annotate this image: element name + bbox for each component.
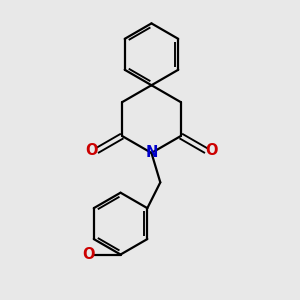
Text: O: O: [82, 247, 94, 262]
Text: O: O: [85, 143, 98, 158]
Text: N: N: [145, 146, 158, 160]
Text: O: O: [205, 143, 218, 158]
